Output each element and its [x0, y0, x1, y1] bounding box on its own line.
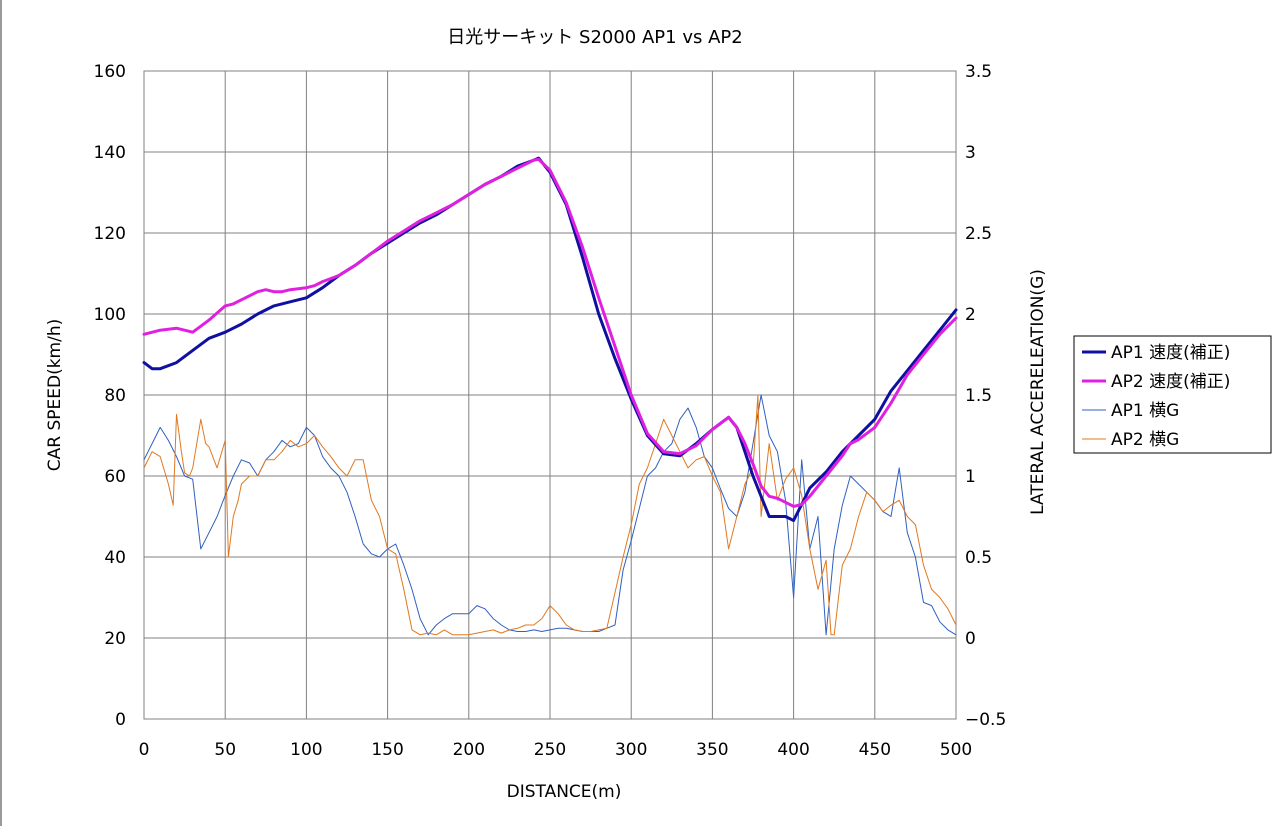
series-line-4	[143, 394, 957, 636]
right-axis-ticks: −0.5 0 0.5 1 1.5 2 2.5 3 3.5	[965, 62, 1006, 730]
y-tick-label: 140	[94, 143, 126, 163]
y2-tick-label: 1	[965, 467, 976, 487]
legend-label: AP1 速度(補正)	[1111, 343, 1230, 363]
x-tick-label: 0	[139, 740, 150, 760]
left-axis-ticks: 0 20 40 60 80 100 120 140 160	[94, 62, 126, 730]
series-line-1	[142, 156, 958, 522]
y-tick-label: 80	[104, 386, 126, 406]
y-tick-label: 60	[104, 467, 126, 487]
y-tick-label: 100	[94, 305, 126, 325]
legend: AP1 速度(補正) AP2 速度(補正) AP1 横G AP2 横G	[1073, 335, 1272, 454]
y2-tick-label: 3	[965, 143, 976, 163]
x-tick-label: 400	[777, 740, 809, 760]
legend-box	[1073, 335, 1272, 454]
legend-label: AP1 横G	[1111, 401, 1179, 421]
x-tick-label: 100	[290, 740, 322, 760]
legend-label: AP2 横G	[1111, 430, 1179, 450]
y-tick-label: 40	[104, 548, 126, 568]
x-tick-label: 350	[696, 740, 728, 760]
y2-tick-label: 1.5	[965, 386, 992, 406]
x-tick-label: 500	[940, 740, 972, 760]
y2-tick-label: 2	[965, 305, 976, 325]
y-axis-title: CAR SPEED(km/h)	[45, 319, 65, 472]
series-line-2	[142, 157, 958, 508]
y2-tick-label: 3.5	[965, 62, 992, 82]
x-tick-label: 50	[214, 740, 236, 760]
series-line-3	[143, 394, 957, 636]
x-axis-title: DISTANCE(m)	[507, 782, 622, 802]
y2-tick-label: 0.5	[965, 548, 992, 568]
y-tick-label: 160	[94, 62, 126, 82]
legend-items: AP1 速度(補正) AP2 速度(補正) AP1 横G AP2 横G	[1082, 343, 1230, 450]
x-axis-ticks: 0 50 100 150 200 250 300 350 400 450 500	[139, 740, 973, 760]
y-tick-label: 120	[94, 224, 126, 244]
x-tick-label: 450	[859, 740, 891, 760]
x-tick-label: 250	[534, 740, 566, 760]
y2-tick-label: 0	[965, 629, 976, 649]
y2-tick-label: −0.5	[965, 710, 1006, 730]
y2-axis-title: LATERAL ACCERELEATION(G)	[1028, 269, 1048, 515]
y2-tick-label: 2.5	[965, 224, 992, 244]
y-tick-label: 0	[115, 710, 126, 730]
x-tick-label: 150	[371, 740, 403, 760]
series-layer	[142, 156, 958, 636]
grid-lines	[144, 71, 956, 719]
x-tick-label: 200	[453, 740, 485, 760]
chart-title: 日光サーキット S2000 AP1 vs AP2	[447, 27, 742, 48]
y-tick-label: 20	[104, 629, 126, 649]
x-tick-label: 300	[615, 740, 647, 760]
legend-label: AP2 速度(補正)	[1111, 372, 1230, 392]
